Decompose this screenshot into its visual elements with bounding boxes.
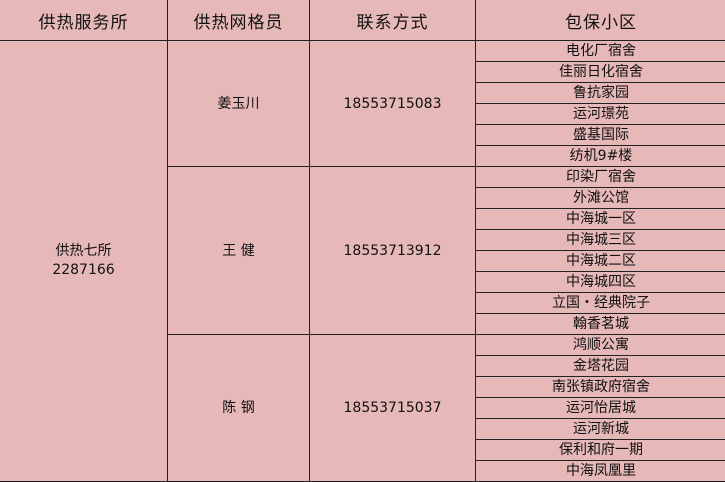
staff-phone: 18553713912 [310,167,476,335]
community-name: 运河怡居城 [476,398,725,419]
station-phone: 2287166 [0,261,167,280]
community-name: 翰香茗城 [476,314,725,335]
community-name: 中海城三区 [476,230,725,251]
community-name: 纺机9#楼 [476,146,725,167]
community-name: 电化厂宿舍 [476,41,725,62]
staff-name: 姜玉川 [168,41,310,167]
staff-name: 陈 钢 [168,335,310,482]
station-name: 供热七所 [0,242,167,261]
community-name: 立国・经典院子 [476,293,725,314]
header-communities: 包保小区 [476,0,725,41]
staff-name: 王 健 [168,167,310,335]
header-contact: 联系方式 [310,0,476,41]
community-name: 金塔花园 [476,356,725,377]
community-name: 中海凤凰里 [476,461,725,482]
community-name: 外滩公馆 [476,188,725,209]
community-name: 鲁抗家园 [476,83,725,104]
header-station: 供热服务所 [0,0,168,41]
header-staff: 供热网格员 [168,0,310,41]
community-name: 运河新城 [476,419,725,440]
staff-phone: 18553715083 [310,41,476,167]
staff-phone: 18553715037 [310,335,476,482]
community-name: 中海城四区 [476,272,725,293]
community-name: 中海城一区 [476,209,725,230]
community-name: 南张镇政府宿舍 [476,377,725,398]
community-name: 鸿顺公寓 [476,335,725,356]
community-name: 盛基国际 [476,125,725,146]
header-row: 供热服务所 供热网格员 联系方式 包保小区 [0,0,725,41]
community-name: 印染厂宿舍 [476,167,725,188]
community-name: 中海城二区 [476,251,725,272]
community-name: 佳丽日化宿舍 [476,62,725,83]
community-name: 保利和府一期 [476,440,725,461]
community-name: 运河璟苑 [476,104,725,125]
